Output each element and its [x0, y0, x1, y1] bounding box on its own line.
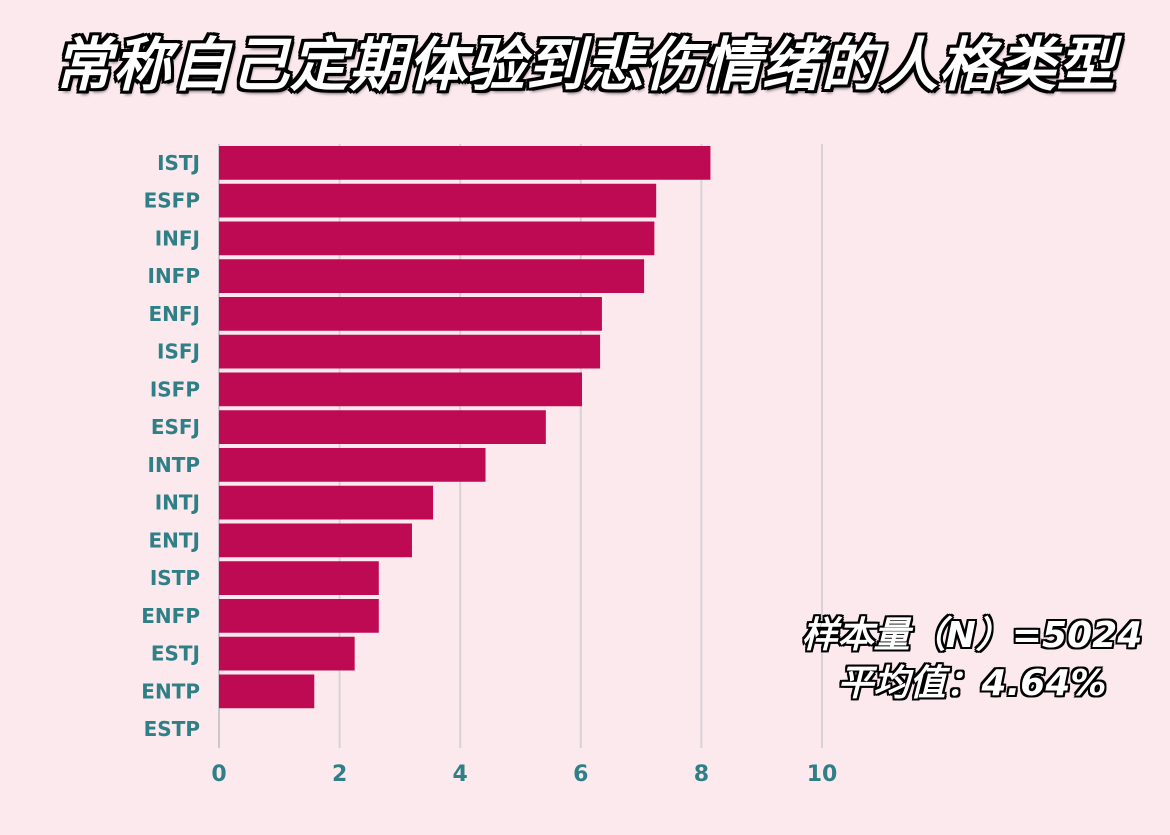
bar-infj: [219, 221, 655, 256]
bars: [219, 146, 711, 709]
x-tick-label: 2: [332, 762, 347, 787]
category-label-istp: ISTP: [150, 566, 200, 590]
category-label-esfp: ESFP: [144, 189, 200, 213]
bar-esfj: [219, 410, 546, 444]
category-label-intp: INTP: [148, 453, 200, 477]
x-tick-label: 10: [807, 762, 838, 787]
x-tick-label: 8: [694, 762, 709, 787]
bar-entj: [219, 523, 412, 558]
x-tick-label: 0: [211, 762, 226, 787]
category-label-intj: INTJ: [155, 491, 200, 515]
x-tick-labels: 0 2 4 6 8 10: [211, 762, 837, 787]
category-label-entp: ENTP: [141, 679, 200, 703]
bar-istp: [219, 561, 379, 595]
bar-intj: [219, 485, 434, 520]
chart-title: 常称自己定期体验到悲伤情绪的人格类型: [53, 31, 1116, 99]
bar-esfp: [219, 183, 657, 218]
bar-estj: [219, 636, 355, 671]
category-label-estj: ESTJ: [151, 642, 200, 666]
category-label-istj: ISTJ: [157, 151, 200, 175]
category-label-esfj: ESFJ: [151, 415, 200, 439]
category-label-isfj: ISFJ: [157, 340, 200, 364]
category-labels: ISTJ ESFP INFJ INFP ENFJ ISFJ ISFP ESFJ INTP INTJ…: [141, 151, 200, 741]
bar-infp: [219, 259, 645, 293]
category-label-infj: INFJ: [155, 226, 200, 250]
average-note: 平均值：4.64%: [837, 663, 1107, 704]
x-tick-label: 4: [453, 762, 468, 787]
bar-istj: [219, 146, 711, 180]
category-label-entj: ENTJ: [149, 528, 200, 552]
bar-isfp: [219, 372, 583, 407]
category-label-enfp: ENFP: [141, 604, 200, 628]
bar-intp: [219, 448, 486, 482]
bar-isfj: [219, 334, 601, 369]
sample-size-note: 样本量（N）=5024: [801, 615, 1143, 656]
category-label-infp: INFP: [148, 264, 201, 288]
bar-enfj: [219, 297, 602, 331]
category-label-isfp: ISFP: [150, 377, 200, 401]
bar-entp: [219, 674, 315, 709]
x-tick-label: 6: [573, 762, 588, 787]
category-label-enfj: ENFJ: [148, 302, 200, 326]
category-label-estp: ESTP: [144, 717, 200, 741]
bar-enfp: [219, 599, 379, 633]
